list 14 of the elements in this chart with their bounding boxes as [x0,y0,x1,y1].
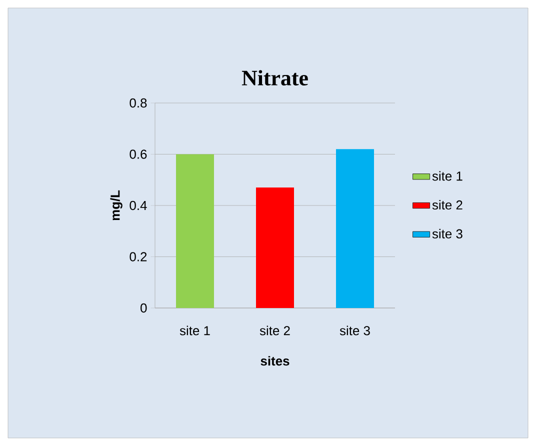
y-axis-title: mg/L [110,190,122,220]
y-tick-label: 0.8 [130,98,147,108]
y-tick-label: 0 [140,303,147,313]
y-tick-label: 0.2 [130,252,147,262]
y-tick-label: 0.6 [130,150,147,159]
x-tick-label: site 1 [180,326,210,336]
x-tick-label: site 3 [340,326,370,336]
chart-title: Nitrate [242,70,308,86]
legend-label: site 2 [432,200,462,210]
legend-label: site 3 [432,228,462,238]
x-tick-label: site 2 [260,326,290,336]
y-tick-label: 0.4 [130,200,147,210]
x-axis-title: sites [260,356,290,366]
legend-label: site 1 [432,171,462,181]
